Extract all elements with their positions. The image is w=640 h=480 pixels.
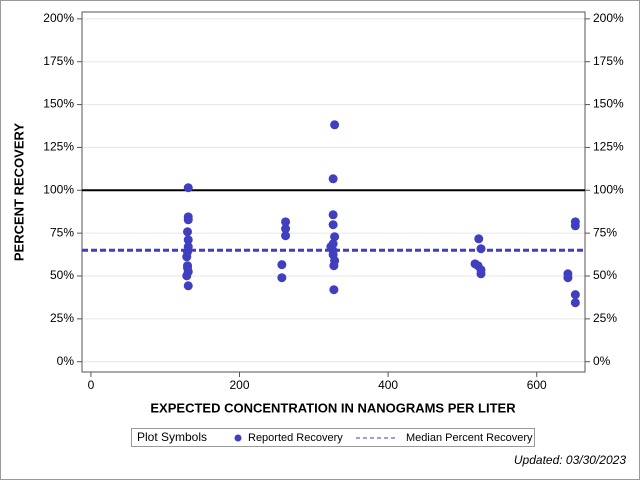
point xyxy=(277,260,287,270)
y2-tick-label: 75% xyxy=(593,225,617,239)
point xyxy=(474,234,484,244)
point xyxy=(330,120,340,130)
y-tick-label: 75% xyxy=(50,225,74,239)
y2-tick-label: 125% xyxy=(593,140,624,154)
point xyxy=(183,183,193,193)
point xyxy=(183,215,193,225)
y-tick-label: 50% xyxy=(50,268,74,282)
point xyxy=(476,244,486,254)
y2-tick-label: 0% xyxy=(593,354,611,368)
point xyxy=(328,174,338,184)
x-tick-label: 600 xyxy=(527,378,547,392)
point xyxy=(182,252,192,262)
y2-tick-label: 100% xyxy=(593,182,624,196)
point xyxy=(281,231,291,241)
point xyxy=(570,298,580,308)
point xyxy=(328,210,338,220)
y-tick-label: 125% xyxy=(43,140,74,154)
point xyxy=(570,221,580,231)
point xyxy=(328,220,338,230)
y2-tick-label: 150% xyxy=(593,97,624,111)
y2-tick-label: 50% xyxy=(593,268,617,282)
legend-box xyxy=(131,428,535,447)
legend-label: Reported Recovery xyxy=(248,432,343,444)
point xyxy=(570,290,580,300)
point xyxy=(563,273,573,283)
point xyxy=(281,217,291,227)
y-tick-label: 150% xyxy=(43,97,74,111)
legend-title: Plot Symbols xyxy=(137,430,207,444)
y-tick-label: 175% xyxy=(43,54,74,68)
y-tick-label: 200% xyxy=(43,11,74,25)
y-tick-label: 25% xyxy=(50,311,74,325)
x-tick-label: 200 xyxy=(229,378,249,392)
y-tick-label: 0% xyxy=(57,354,75,368)
point xyxy=(329,261,339,271)
y2-tick-label: 200% xyxy=(593,11,624,25)
x-tick-label: 400 xyxy=(378,378,398,392)
point xyxy=(182,271,192,281)
y-tick-label: 100% xyxy=(43,182,74,196)
y2-tick-label: 25% xyxy=(593,311,617,325)
x-tick-label: 0 xyxy=(88,378,95,392)
y-axis-title: PERCENT RECOVERY xyxy=(11,123,26,262)
point xyxy=(183,227,193,237)
point xyxy=(330,232,340,242)
footnote: Updated: 03/30/2023 xyxy=(514,453,626,467)
point xyxy=(183,235,193,245)
plot-frame xyxy=(81,11,586,373)
point xyxy=(476,269,486,279)
point xyxy=(277,273,287,283)
x-axis-title: EXPECTED CONCENTRATION IN NANOGRAMS PER … xyxy=(150,400,516,415)
point xyxy=(281,224,291,234)
y2-tick-label: 175% xyxy=(593,54,624,68)
point xyxy=(329,285,339,295)
legend-symbol xyxy=(234,434,242,442)
point xyxy=(183,281,193,291)
legend-label: Median Percent Recovery xyxy=(406,432,533,444)
